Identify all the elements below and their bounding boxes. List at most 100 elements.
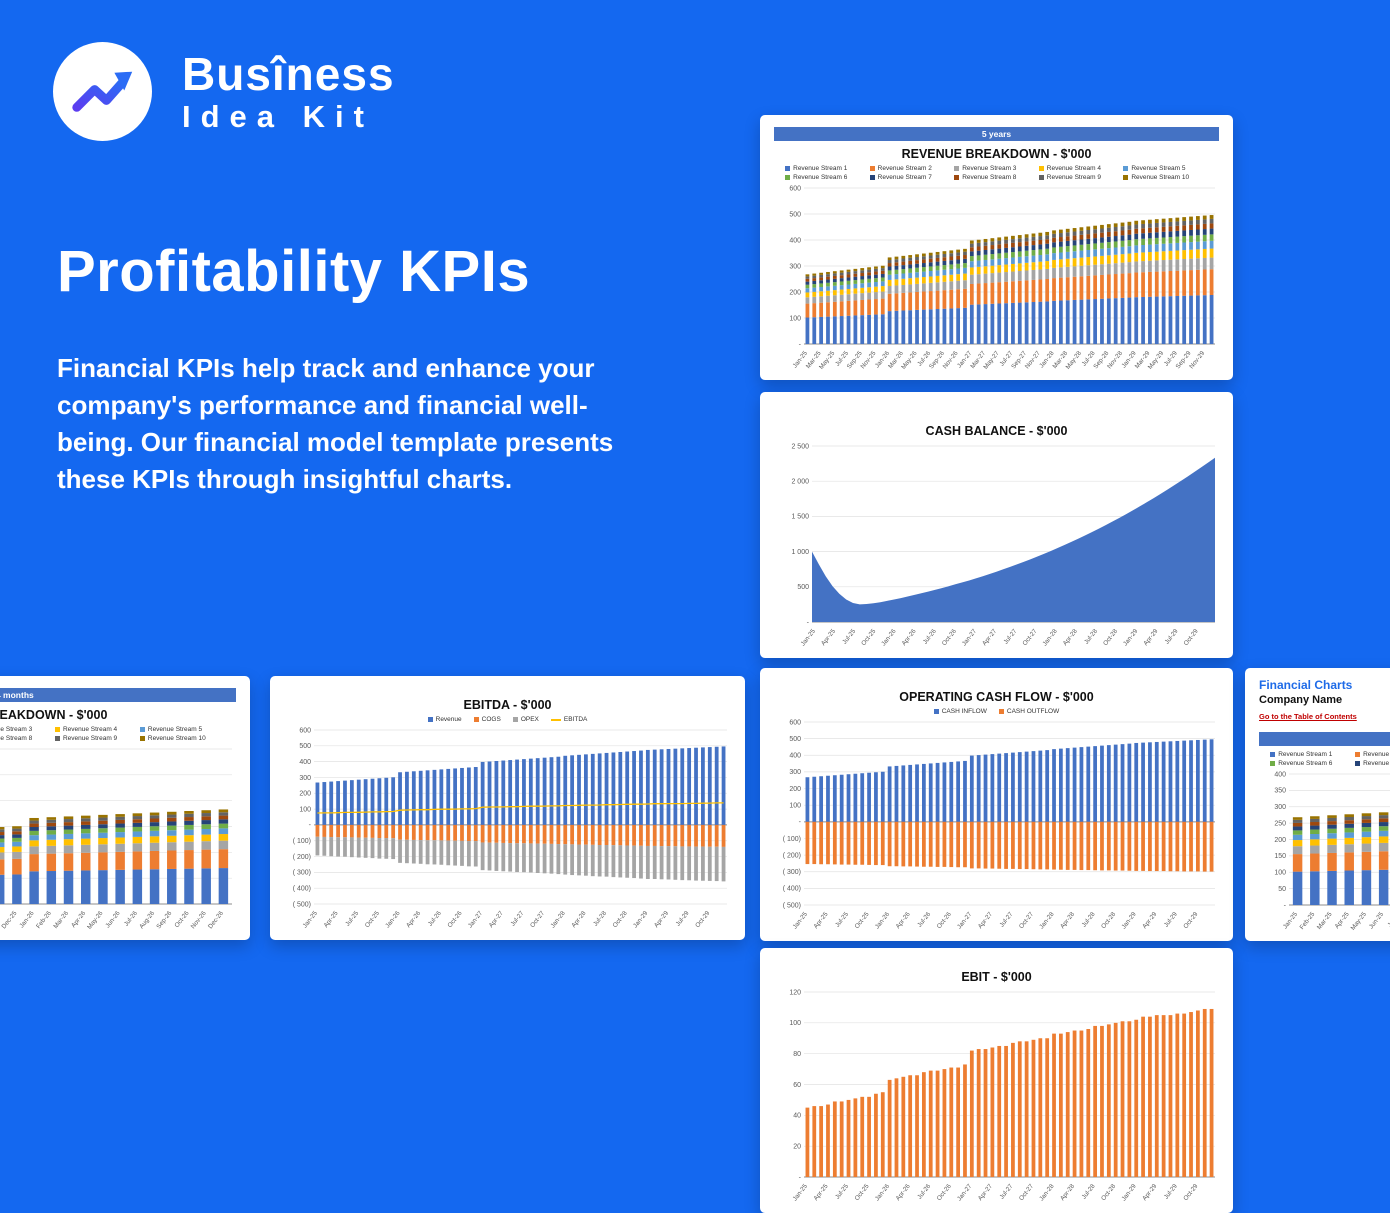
revenue-breakdown-5y-card: 5 years REVENUE BREAKDOWN - $'000 Revenu… — [760, 115, 1233, 380]
legend-item: Revenue Stream 4 — [1038, 165, 1124, 172]
legend-swatch — [933, 709, 939, 714]
legend-swatch — [139, 727, 145, 732]
legend-label: Revenue Stream 5 — [147, 726, 203, 733]
svg-text:May-25: May-25 — [1350, 911, 1369, 931]
svg-text:Jan-25: Jan-25 — [792, 911, 810, 931]
svg-text:80: 80 — [793, 1051, 801, 1058]
legend-label: Revenue Stream 5 — [1131, 165, 1186, 172]
svg-text:Jan-29: Jan-29 — [1120, 1183, 1138, 1203]
svg-text:200: 200 — [789, 289, 801, 296]
svg-text:Oct-25: Oct-25 — [364, 910, 381, 930]
period-header-bar — [1259, 732, 1390, 746]
svg-text:Jan-26: Jan-26 — [874, 1183, 892, 1203]
svg-text:Apr-26: Apr-26 — [895, 911, 912, 931]
operating-cash-flow-chart: 600 500 400 300 200 100 - ( 100) ( 200) ( 300) ( 4… — [772, 717, 1221, 931]
legend-swatch — [1123, 175, 1129, 180]
page: { "colors": { "background": "#1468f0", "… — [0, 42, 1390, 1213]
svg-text:Jul-25: Jul-25 — [834, 1183, 850, 1201]
svg-text:120: 120 — [789, 989, 801, 996]
svg-text:Apr-25: Apr-25 — [812, 911, 829, 931]
svg-text:Apr-29: Apr-29 — [1141, 911, 1158, 931]
legend-label: Revenue Stream 3 — [0, 726, 33, 733]
legend-item: Revenue Stream 2 — [1355, 751, 1390, 758]
svg-text:50: 50 — [1278, 886, 1286, 893]
svg-text:Apr-27: Apr-27 — [977, 911, 994, 931]
svg-text:Apr-29: Apr-29 — [1141, 1183, 1158, 1203]
table-of-contents-link[interactable]: Go to the Table of Contents — [1259, 712, 1357, 721]
svg-text:Jan-28: Jan-28 — [1038, 911, 1056, 931]
svg-text:1 500: 1 500 — [791, 514, 809, 521]
svg-text:Apr-27: Apr-27 — [981, 628, 998, 648]
svg-text:Jan-28: Jan-28 — [1038, 1183, 1056, 1203]
svg-text:Jan-29: Jan-29 — [1122, 628, 1140, 648]
svg-text:-: - — [807, 619, 810, 626]
svg-text:300: 300 — [789, 769, 801, 776]
financial-charts-header: Financial Charts Company Name Go to the … — [1259, 678, 1390, 724]
svg-text:Jul-26: Jul-26 — [123, 910, 139, 928]
svg-text:Oct-29: Oct-29 — [1183, 628, 1200, 648]
legend-item: Revenue Stream 1 — [1270, 751, 1355, 758]
svg-text:2 000: 2 000 — [791, 479, 809, 486]
svg-text:500: 500 — [797, 584, 809, 591]
svg-text:Jan-28: Jan-28 — [1041, 628, 1059, 648]
legend-label: Revenue Stream 10 — [1131, 174, 1190, 181]
legend-label: Revenue Stream 9 — [1046, 174, 1101, 181]
legend-item: Revenue Stream 5 — [1123, 165, 1208, 172]
svg-text:Oct-28: Oct-28 — [612, 910, 629, 930]
svg-text:Nov-26: Nov-26 — [190, 910, 208, 930]
legend-item: CASH INFLOW — [933, 708, 987, 715]
revenue-breakdown-mini-chart: 400 350 300 250 200 150 100 50 - Jan-25 Feb-25 Mar-… — [1257, 769, 1390, 931]
legend-label: Revenue Stream 1 — [1278, 751, 1333, 758]
svg-text:-: - — [309, 822, 312, 829]
svg-text:Apr-28: Apr-28 — [1059, 1183, 1076, 1203]
financial-charts-card: Financial Charts Company Name Go to the … — [1245, 668, 1390, 941]
svg-text:( 200): ( 200) — [783, 852, 801, 859]
svg-text:Apr-28: Apr-28 — [1059, 911, 1076, 931]
legend-swatch — [512, 717, 518, 722]
legend-item: Revenue Stream 8 — [954, 174, 1039, 181]
page-title: Profitability KPIs — [57, 239, 531, 304]
cash-balance-chart: 2 500 2 000 1 500 1 000 500- Jan-25 Apr-25 Jul-… — [772, 441, 1221, 648]
brand-name-line1: Busîness — [182, 48, 395, 100]
svg-text:Jun-25: Jun-25 — [1368, 911, 1386, 931]
svg-text:100: 100 — [299, 806, 311, 813]
svg-text:100: 100 — [789, 1020, 801, 1027]
svg-text:1 000: 1 000 — [791, 549, 809, 556]
svg-text:Jan-26: Jan-26 — [874, 911, 892, 931]
legend-swatch — [1355, 761, 1361, 766]
svg-text:Jan-27: Jan-27 — [956, 1183, 974, 1203]
svg-text:Jul-26: Jul-26 — [427, 910, 443, 928]
svg-text:250: 250 — [1274, 820, 1286, 827]
svg-text:Feb-26: Feb-26 — [35, 910, 53, 930]
revenue-breakdown-5y-chart: 600 500 400 300 200 100- Jan-25 Mar-25 May-25 Jul… — [772, 183, 1221, 370]
legend-label: CASH INFLOW — [941, 708, 987, 715]
ebit-card: EBIT - $'000 120 100 80 60 40 20 - Jan-25 Apr-25… — [760, 948, 1233, 1213]
svg-text:( 300): ( 300) — [293, 870, 311, 877]
legend-swatch — [1355, 752, 1361, 757]
svg-text:Jan-26: Jan-26 — [384, 910, 402, 930]
svg-text:Jul-25: Jul-25 — [834, 911, 850, 929]
svg-text:Apr-29: Apr-29 — [1142, 628, 1159, 648]
svg-text:-: - — [799, 819, 802, 826]
legend-swatch — [869, 175, 875, 180]
operating-cash-flow-card: OPERATING CASH FLOW - $'000 CASH INFLOW C… — [760, 668, 1233, 941]
svg-text:May-29: May-29 — [1147, 350, 1166, 370]
svg-text:-: - — [799, 341, 802, 348]
legend-swatch — [139, 736, 145, 741]
svg-text:Jan-26: Jan-26 — [18, 910, 36, 930]
legend-swatch — [54, 736, 60, 741]
legend-swatch — [1123, 166, 1129, 171]
legend-label: Revenue Stream 7 — [1363, 760, 1390, 767]
svg-text:Mar-26: Mar-26 — [52, 910, 70, 930]
svg-text:Apr-27: Apr-27 — [977, 1183, 994, 1203]
cash-balance-card: CASH BALANCE - $'000 2 500 2 000 1 500 1 00… — [760, 392, 1233, 658]
svg-text:Jun-26: Jun-26 — [104, 910, 122, 930]
logo — [53, 42, 152, 141]
legend-item: Revenue Stream 5 — [139, 726, 225, 733]
revenue-breakdown-24m-card: 24 months REVENUE BREAKDOWN - $'000 Reve… — [0, 676, 250, 940]
legend-swatch — [427, 717, 433, 722]
legend-item: Revenue Stream 8 — [0, 735, 55, 742]
svg-text:Jan-25: Jan-25 — [792, 1183, 810, 1203]
legend-item: Revenue Stream 3 — [0, 726, 55, 733]
